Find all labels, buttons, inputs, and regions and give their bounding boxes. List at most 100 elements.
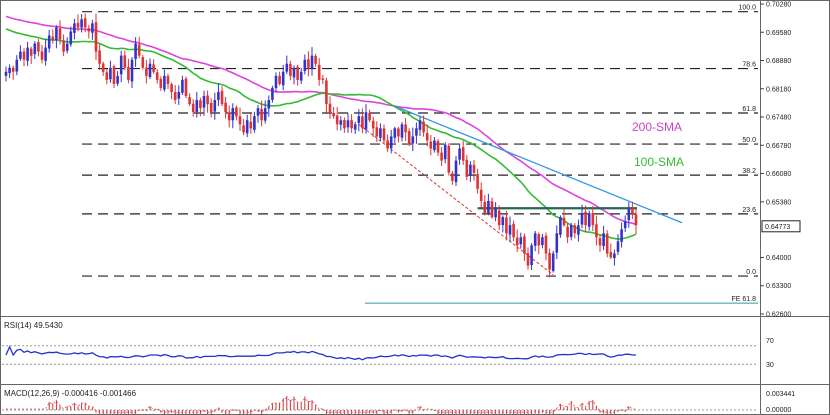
candle-body bbox=[631, 208, 634, 214]
candle-body bbox=[562, 217, 566, 226]
candle-body bbox=[148, 63, 152, 77]
candle-body bbox=[217, 91, 220, 100]
candle-body bbox=[227, 112, 231, 121]
candle-body bbox=[573, 225, 577, 234]
candle-body bbox=[382, 128, 386, 141]
candle-body bbox=[26, 47, 29, 61]
candle-body bbox=[170, 84, 173, 92]
rsi-title: RSI(14) 49.5430 bbox=[4, 321, 63, 330]
candle-body bbox=[526, 253, 530, 266]
candle-body bbox=[281, 71, 285, 86]
candle-body bbox=[317, 64, 321, 80]
candle-body bbox=[137, 44, 141, 56]
candle-body bbox=[209, 102, 213, 113]
price-tick-label: 0.66080 bbox=[766, 171, 791, 178]
candle-body bbox=[505, 217, 508, 234]
fib-level-label: 23.6 bbox=[742, 207, 756, 214]
candle-body bbox=[231, 108, 235, 121]
candle-body bbox=[127, 66, 130, 80]
candle-body bbox=[602, 233, 605, 247]
candle-body bbox=[278, 75, 281, 84]
candle-body bbox=[400, 124, 404, 138]
candle-body bbox=[83, 18, 87, 28]
candle-body bbox=[530, 245, 533, 266]
candle-body bbox=[469, 164, 472, 176]
fib-level-label: 78.6 bbox=[742, 62, 756, 69]
candle-body bbox=[379, 128, 382, 138]
candle-body bbox=[490, 201, 494, 218]
candle-body bbox=[271, 87, 274, 100]
candle-body bbox=[346, 120, 350, 128]
candle-body bbox=[332, 112, 335, 117]
candle-body bbox=[263, 108, 267, 121]
candle-body bbox=[375, 127, 379, 137]
candle-body bbox=[580, 213, 584, 225]
candle-body bbox=[303, 59, 307, 72]
candle-body bbox=[569, 225, 573, 237]
candle-body bbox=[116, 75, 119, 84]
sma100-line bbox=[5, 28, 637, 240]
candle-body bbox=[195, 100, 199, 113]
candle-body bbox=[454, 160, 458, 183]
candle-body bbox=[55, 27, 58, 41]
candle-body bbox=[19, 51, 22, 59]
candle-body bbox=[47, 35, 51, 49]
candle-body bbox=[76, 22, 80, 28]
price-tick-label: 0.64000 bbox=[766, 255, 791, 262]
candle-body bbox=[15, 59, 19, 72]
candle-body bbox=[397, 128, 400, 137]
candle-body bbox=[213, 100, 217, 112]
candle-body bbox=[353, 124, 357, 130]
candle-body bbox=[62, 40, 65, 52]
candle-body bbox=[188, 97, 191, 105]
fib-level-label: 38.2 bbox=[742, 168, 756, 175]
macd-signal-line bbox=[6, 397, 636, 413]
candle-body bbox=[238, 116, 242, 125]
falling-resistance-trendline bbox=[394, 105, 683, 224]
candle-body bbox=[519, 237, 523, 245]
candle-body bbox=[105, 72, 109, 80]
price-tick-label: 0.68180 bbox=[766, 86, 791, 93]
candle-body bbox=[245, 120, 249, 134]
fe-level-label: FE 61.8 bbox=[731, 296, 756, 303]
candle-body bbox=[616, 241, 620, 252]
candle-body bbox=[310, 55, 314, 69]
candle-body bbox=[551, 253, 555, 271]
candle-body bbox=[181, 79, 184, 93]
candle-body bbox=[98, 50, 101, 64]
price-tick-label: 0.70280 bbox=[766, 2, 791, 9]
candle-body bbox=[465, 159, 469, 177]
candle-body bbox=[314, 55, 317, 64]
candle-body bbox=[389, 136, 393, 149]
candle-body bbox=[404, 124, 407, 133]
candle-body bbox=[368, 112, 371, 121]
candle-body bbox=[494, 209, 497, 218]
candle-body bbox=[508, 225, 512, 235]
candle-body bbox=[429, 141, 433, 149]
candle-body bbox=[130, 59, 134, 82]
candle-body bbox=[483, 201, 487, 214]
candle-body bbox=[69, 31, 73, 45]
candle-body bbox=[33, 43, 37, 55]
candle-body bbox=[159, 78, 163, 88]
candle-body bbox=[447, 145, 451, 173]
candle-body bbox=[91, 23, 94, 33]
price-tick-label: 0.69580 bbox=[766, 30, 791, 37]
candle-body bbox=[598, 238, 602, 246]
candle-body bbox=[497, 210, 501, 226]
candle-body bbox=[285, 63, 289, 72]
candle-body bbox=[591, 213, 595, 226]
candle-body bbox=[555, 233, 559, 253]
candle-body bbox=[357, 116, 361, 123]
candle-body bbox=[595, 224, 598, 238]
candle-body bbox=[94, 22, 98, 52]
candle-body bbox=[307, 59, 310, 68]
candle-body bbox=[163, 75, 166, 90]
rsi-indicator bbox=[2, 345, 758, 365]
candle-body bbox=[461, 147, 465, 161]
fib-level-label: 100.0 bbox=[738, 5, 756, 12]
candle-body bbox=[260, 108, 263, 121]
candle-body bbox=[152, 64, 155, 72]
